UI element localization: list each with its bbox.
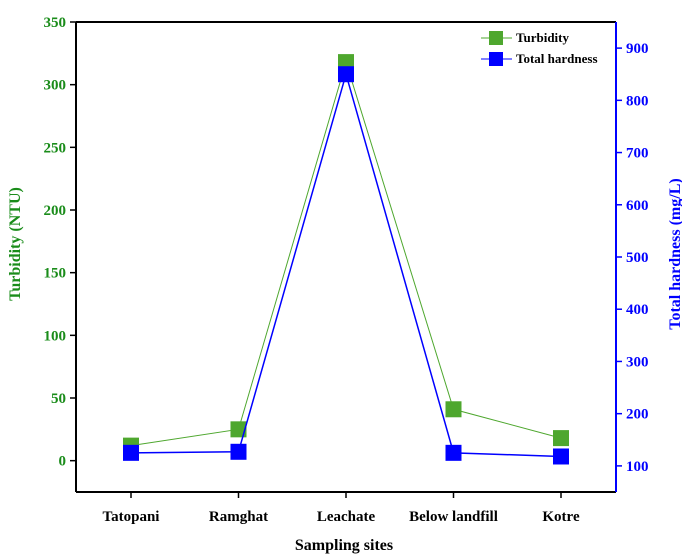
x-tick-label: Below landfill bbox=[409, 509, 498, 525]
x-axis: Tatopani Ramghat Leachate Below landfill Kot… bbox=[103, 492, 580, 525]
right-tick-label: 700 bbox=[626, 146, 649, 162]
total-hardness-line bbox=[130, 71, 562, 458]
right-tick-label: 300 bbox=[626, 354, 649, 370]
right-tick-label: 100 bbox=[626, 459, 649, 475]
left-tick-label: 250 bbox=[44, 140, 67, 156]
total-hardness-marker bbox=[445, 444, 462, 461]
legend: Turbidity Total hardness bbox=[481, 30, 598, 66]
right-tick-label: 200 bbox=[626, 407, 649, 423]
turbidity-marker bbox=[338, 54, 354, 71]
left-tick-label: 300 bbox=[44, 78, 67, 94]
turbidity-line bbox=[130, 60, 562, 447]
left-tick-label: 200 bbox=[44, 203, 67, 219]
left-tick-label: 350 bbox=[44, 15, 67, 31]
x-axis-title: Sampling sites bbox=[295, 537, 393, 554]
left-y-axis-title: Turbidity (NTU) bbox=[7, 187, 24, 301]
left-tick-label: 50 bbox=[51, 391, 66, 407]
left-tick-label: 0 bbox=[59, 454, 67, 470]
left-y-axis: 0 50 100 150 200 250 300 350 bbox=[44, 15, 76, 470]
turbidity-marker bbox=[230, 421, 247, 438]
total-hardness-marker bbox=[230, 443, 247, 460]
legend-label-total-hardness: Total hardness bbox=[516, 51, 598, 66]
right-tick-label: 400 bbox=[626, 302, 649, 318]
total-hardness-marker bbox=[553, 448, 569, 465]
right-tick-label: 500 bbox=[626, 250, 649, 266]
right-y-axis: 100 200 300 400 500 600 700 800 900 bbox=[616, 41, 649, 475]
left-tick-label: 100 bbox=[44, 328, 67, 344]
right-tick-label: 800 bbox=[626, 93, 649, 109]
turbidity-marker bbox=[553, 430, 569, 447]
turbidity-marker bbox=[445, 401, 462, 418]
legend-marker-total-hardness bbox=[489, 52, 503, 66]
legend-label-turbidity: Turbidity bbox=[516, 30, 569, 45]
plot-frame bbox=[75, 21, 617, 493]
series-layer bbox=[123, 54, 569, 465]
x-tick-label: Ramghat bbox=[209, 509, 268, 525]
legend-marker-turbidity bbox=[489, 31, 503, 45]
x-tick-label: Tatopani bbox=[103, 509, 160, 525]
left-tick-label: 150 bbox=[44, 266, 67, 282]
right-y-axis-title: Total hardness (mg/L) bbox=[667, 178, 682, 329]
total-hardness-marker bbox=[123, 444, 139, 461]
right-tick-label: 600 bbox=[626, 198, 649, 214]
total-hardness-marker bbox=[338, 66, 354, 83]
x-tick-label: Leachate bbox=[317, 509, 376, 525]
right-tick-label: 900 bbox=[626, 41, 649, 57]
x-tick-label: Kotre bbox=[542, 509, 580, 525]
